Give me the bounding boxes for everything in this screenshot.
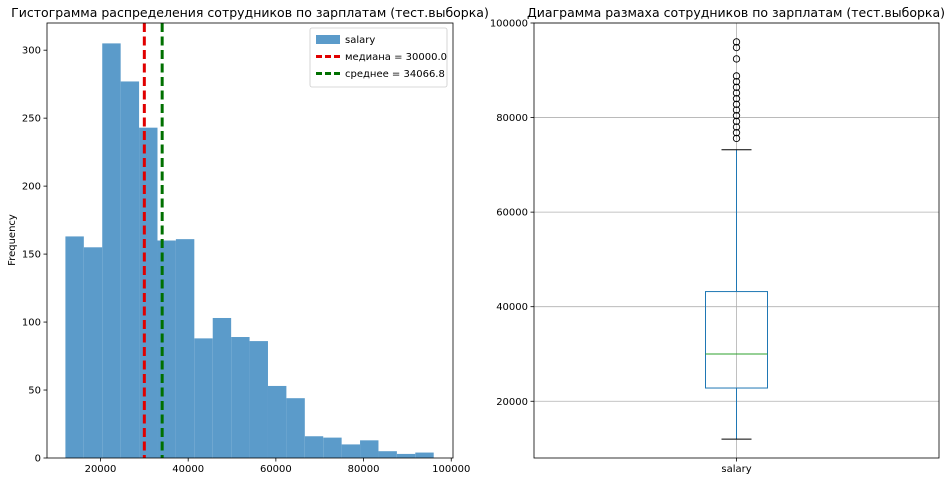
- histogram-reference-lines: [142, 23, 164, 458]
- histogram-bar: [194, 338, 213, 458]
- histogram-bar: [360, 440, 379, 458]
- histogram-bar: [341, 444, 361, 458]
- legend-label-salary: salary: [345, 35, 375, 46]
- y-tick-label: 80000: [496, 113, 528, 124]
- legend-box: [309, 27, 448, 88]
- outlier-point: [732, 95, 741, 103]
- y-tick-label: 50: [28, 386, 41, 397]
- y-tick-label: 150: [22, 250, 41, 261]
- y-tick-label: 250: [22, 114, 41, 125]
- outlier-point: [732, 77, 741, 86]
- histogram-bar: [157, 240, 176, 458]
- outlier-point: [732, 112, 741, 120]
- histogram-bar: [304, 436, 324, 458]
- histogram-bar: [415, 452, 434, 458]
- y-tick-label: 300: [22, 46, 41, 57]
- x-tick-label: 20000: [85, 464, 117, 475]
- legend-label-median: медиана = 30000.0: [345, 52, 447, 63]
- histogram-bars: [65, 43, 434, 458]
- outlier-point: [732, 38, 741, 46]
- histogram-panel: Гистограмма распределения сотрудников по…: [7, 5, 489, 475]
- y-tick-label: 100000: [490, 19, 528, 30]
- histogram-bar: [175, 239, 195, 458]
- boxplot-body: [705, 38, 768, 440]
- outlier-point: [732, 83, 741, 91]
- histogram-bar: [396, 453, 416, 458]
- boxplot-panel: Диаграмма размаха сотрудников по зарплат…: [490, 5, 945, 475]
- histogram-x-ticks: 20000 40000 60000 80000 100000: [85, 458, 470, 475]
- outlier-point: [732, 129, 741, 137]
- x-tick-label: 80000: [348, 464, 380, 475]
- outlier-point: [732, 72, 741, 80]
- histogram-bar: [323, 437, 342, 458]
- boxplot-title: Диаграмма размаха сотрудников по зарплат…: [527, 5, 945, 20]
- histogram-bar: [120, 81, 140, 458]
- histogram-bar: [378, 451, 397, 458]
- y-tick-label: 100: [22, 318, 41, 329]
- y-tick-label: 60000: [496, 208, 528, 219]
- outlier-point: [732, 100, 741, 108]
- outlier-point: [732, 89, 741, 97]
- histogram-bar: [231, 337, 250, 458]
- histogram-plot-frame: [46, 22, 454, 459]
- histogram-bar: [267, 385, 287, 458]
- y-tick-label: 40000: [496, 302, 528, 313]
- histogram-bar: [65, 236, 84, 458]
- y-tick-label: 20000: [496, 397, 528, 408]
- outlier-point: [732, 106, 741, 114]
- histogram-bar: [139, 127, 158, 458]
- outlier-point: [732, 134, 741, 143]
- legend-swatch-salary: [316, 35, 340, 44]
- boxplot-y-ticks: 20000 40000 60000 80000 100000: [490, 19, 534, 408]
- x-tick-label: 100000: [432, 464, 470, 475]
- outlier-point: [732, 123, 741, 131]
- outlier-point: [732, 55, 741, 63]
- histogram-bar: [212, 317, 232, 458]
- histogram-title: Гистограмма распределения сотрудников по…: [11, 5, 489, 20]
- x-tick-label: 40000: [172, 464, 204, 475]
- boxplot-x-ticks: salary: [721, 458, 752, 475]
- histogram-bar: [286, 398, 305, 458]
- box-iqr: [705, 291, 768, 389]
- histogram-y-ticks: 0 50 100 150 200 250 300: [22, 46, 47, 465]
- histogram-bar: [249, 341, 268, 458]
- y-tick-label: 0: [35, 454, 41, 465]
- outlier-point: [732, 43, 741, 52]
- histogram-y-axis-label: Frequency: [7, 214, 18, 266]
- histogram-legend: salary медиана = 30000.0 среднее = 34066…: [309, 27, 448, 88]
- x-tick-label: salary: [721, 464, 751, 475]
- histogram-bar: [83, 247, 103, 458]
- legend-label-mean: среднее = 34066.8: [345, 69, 445, 80]
- x-tick-label: 60000: [260, 464, 292, 475]
- histogram-bar: [102, 43, 121, 458]
- outlier-point: [732, 117, 741, 125]
- y-tick-label: 200: [22, 182, 41, 193]
